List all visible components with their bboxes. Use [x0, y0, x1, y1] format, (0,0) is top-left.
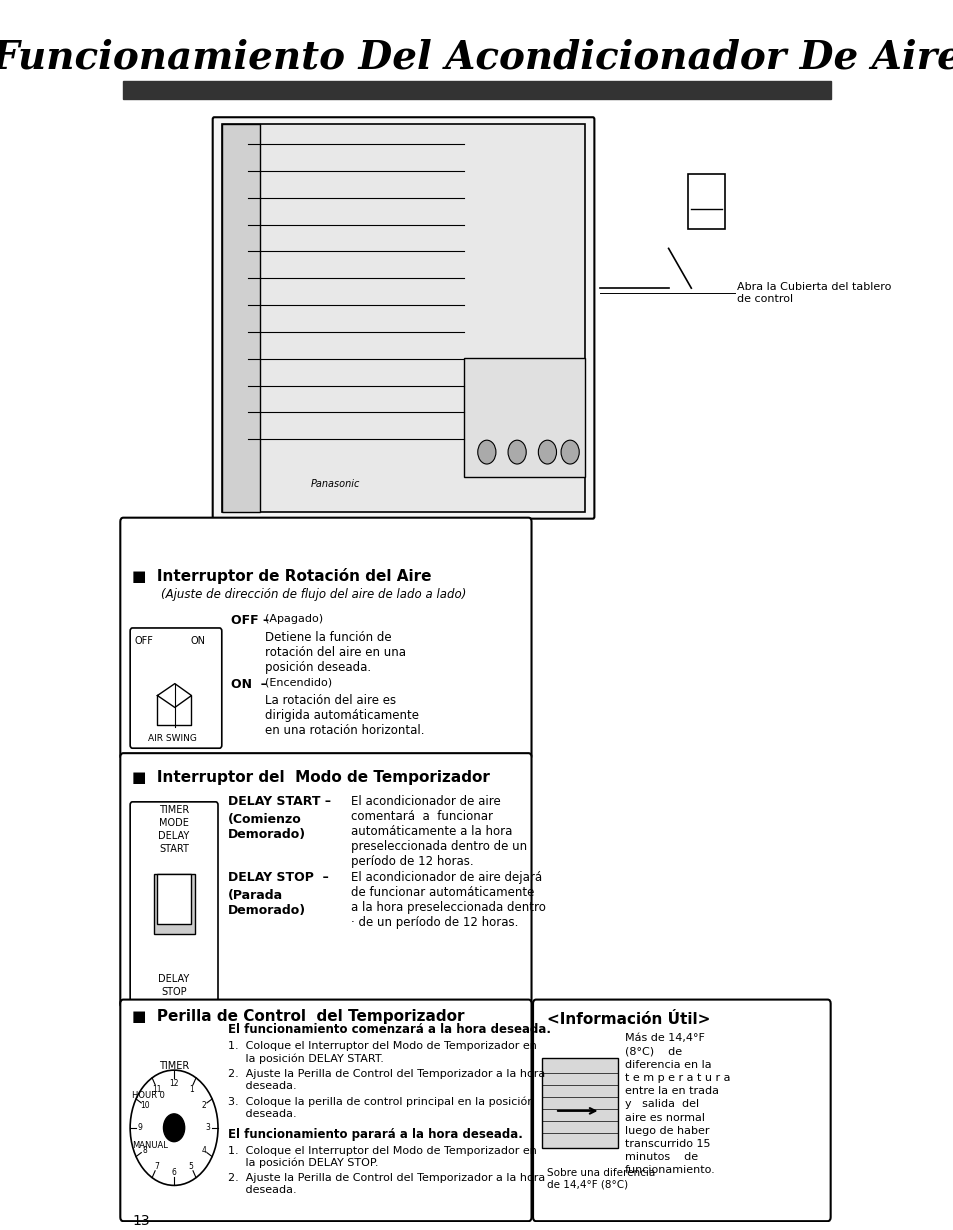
- Text: Detiene la función de
rotación del aire en una
posición deseada.: Detiene la función de rotación del aire …: [265, 631, 406, 674]
- Bar: [464, 358, 585, 477]
- Text: 7: 7: [154, 1162, 159, 1171]
- FancyBboxPatch shape: [213, 117, 594, 519]
- Text: 1.  Coloque el Interruptor del Modo de Temporizador en
     la posición DELAY ST: 1. Coloque el Interruptor del Modo de Te…: [228, 1145, 537, 1167]
- Bar: [541, 1058, 618, 1148]
- Text: START: START: [159, 844, 189, 854]
- Text: ■  Interruptor de Rotación del Aire: ■ Interruptor de Rotación del Aire: [132, 568, 432, 584]
- Text: 10: 10: [139, 1101, 150, 1109]
- Text: 4: 4: [201, 1145, 206, 1155]
- Text: El funcionamiento parará a la hora deseada.: El funcionamiento parará a la hora desea…: [228, 1128, 522, 1140]
- Bar: [157, 875, 191, 924]
- Text: 3.  Coloque la perilla de control principal en la posición
     deseada.: 3. Coloque la perilla de control princip…: [228, 1097, 534, 1119]
- Text: 8: 8: [142, 1145, 147, 1155]
- Text: (Parada
Demorado): (Parada Demorado): [228, 889, 306, 918]
- Circle shape: [130, 1070, 218, 1186]
- Text: ■  Perilla de Control  del Temporizador: ■ Perilla de Control del Temporizador: [132, 1009, 464, 1023]
- Text: Más de 14,4°F
(8°C)    de
diferencia en la
t e m p e r a t u r a
entre la en tra: Más de 14,4°F (8°C) de diferencia en la …: [624, 1033, 729, 1176]
- FancyBboxPatch shape: [130, 629, 221, 748]
- Bar: [221, 124, 585, 512]
- FancyBboxPatch shape: [130, 802, 218, 1001]
- Text: El funcionamiento comenzará a la hora deseada.: El funcionamiento comenzará a la hora de…: [228, 1023, 550, 1037]
- Text: 5: 5: [189, 1162, 193, 1171]
- FancyBboxPatch shape: [120, 753, 531, 1007]
- Text: La rotación del aire es
dirigida automáticamente
en una rotación horizontal.: La rotación del aire es dirigida automát…: [265, 694, 424, 737]
- Text: AIR SWING: AIR SWING: [148, 734, 196, 743]
- FancyBboxPatch shape: [120, 518, 531, 759]
- Bar: [221, 124, 259, 512]
- Text: Funcionamiento Del Acondicionador De Aire: Funcionamiento Del Acondicionador De Air…: [0, 38, 953, 76]
- Bar: [153, 875, 194, 934]
- Text: (Comienzo
Demorado): (Comienzo Demorado): [228, 813, 306, 841]
- Text: (Ajuste de dirección de flujo del aire de lado a lado): (Ajuste de dirección de flujo del aire d…: [161, 588, 466, 601]
- FancyBboxPatch shape: [533, 1000, 830, 1221]
- Text: (Apagado): (Apagado): [265, 614, 323, 624]
- Text: TIMER: TIMER: [159, 804, 189, 814]
- Text: 1.  Coloque el Interruptor del Modo de Temporizador en
     la posición DELAY ST: 1. Coloque el Interruptor del Modo de Te…: [228, 1042, 537, 1064]
- Text: OFF –: OFF –: [231, 614, 269, 627]
- Text: ON: ON: [190, 636, 205, 646]
- Circle shape: [163, 1114, 185, 1141]
- FancyBboxPatch shape: [120, 1000, 531, 1221]
- Text: ■  Interruptor del  Modo de Temporizador: ■ Interruptor del Modo de Temporizador: [132, 770, 490, 785]
- Bar: [123, 81, 830, 100]
- Text: OFF: OFF: [134, 636, 153, 646]
- Text: El acondicionador de aire
comentará  a  funcionar
automáticamente a la hora
pres: El acondicionador de aire comentará a fu…: [350, 795, 526, 868]
- Text: 1: 1: [189, 1085, 193, 1093]
- Circle shape: [537, 440, 556, 464]
- Bar: [687, 173, 724, 229]
- Text: <Información Útil>: <Información Útil>: [547, 1011, 710, 1027]
- Text: STOP: STOP: [161, 986, 187, 996]
- Text: ON  –: ON –: [231, 678, 267, 691]
- Text: 12: 12: [169, 1079, 178, 1087]
- Text: TIMER: TIMER: [159, 1061, 189, 1071]
- Text: 11: 11: [152, 1085, 162, 1093]
- Text: 9: 9: [137, 1123, 142, 1133]
- Circle shape: [477, 440, 496, 464]
- Text: DELAY: DELAY: [158, 974, 190, 984]
- Text: Panasonic: Panasonic: [311, 478, 359, 488]
- Text: MANUAL: MANUAL: [132, 1140, 168, 1150]
- Text: DELAY STOP  –: DELAY STOP –: [228, 871, 328, 884]
- Text: 2.  Ajuste la Perilla de Control del Temporizador a la hora
     deseada.: 2. Ajuste la Perilla de Control del Temp…: [228, 1069, 544, 1091]
- Text: DELAY START –: DELAY START –: [228, 795, 331, 808]
- Text: 6: 6: [172, 1168, 176, 1177]
- Text: Abra la Cubierta del tablero
de control: Abra la Cubierta del tablero de control: [736, 283, 890, 304]
- Text: 3: 3: [206, 1123, 211, 1133]
- Circle shape: [508, 440, 526, 464]
- Text: HOUR 0: HOUR 0: [132, 1091, 165, 1100]
- Text: MODE: MODE: [159, 818, 189, 828]
- Circle shape: [560, 440, 578, 464]
- Text: El acondicionador de aire dejará
de funcionar automáticamente
a la hora preselec: El acondicionador de aire dejará de func…: [350, 871, 545, 930]
- Text: Sobre una diferencia
de 14,4°F (8°C): Sobre una diferencia de 14,4°F (8°C): [547, 1167, 655, 1189]
- Text: 13: 13: [132, 1214, 150, 1229]
- Text: 2.  Ajuste la Perilla de Control del Temporizador a la hora
     deseada.: 2. Ajuste la Perilla de Control del Temp…: [228, 1173, 544, 1196]
- Text: DELAY: DELAY: [158, 830, 190, 840]
- Text: 2: 2: [201, 1101, 206, 1109]
- Text: (Encendido): (Encendido): [265, 678, 332, 688]
